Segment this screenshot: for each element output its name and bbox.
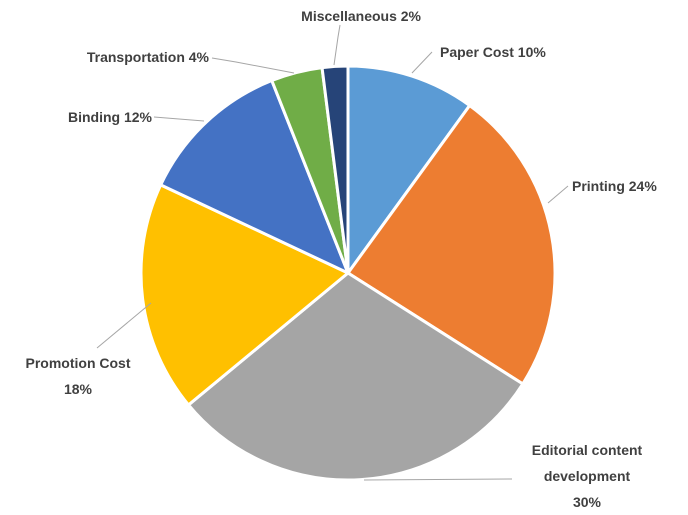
data-label-line: Transportation 4% bbox=[87, 49, 210, 65]
data-label-line: Editorial content bbox=[532, 442, 643, 458]
data-label-line: Binding 12% bbox=[68, 109, 153, 125]
data-label-transportation: Transportation 4% bbox=[87, 49, 210, 65]
data-label-printing: Printing 24% bbox=[572, 178, 657, 194]
data-label-line: Printing 24% bbox=[572, 178, 657, 194]
data-labels-layer: Paper Cost 10% Printing 24% Editorial cont… bbox=[26, 8, 658, 510]
leader-line-paper-cost bbox=[411, 51, 433, 74]
slices-layer bbox=[139, 64, 557, 482]
leader-line-binding bbox=[153, 116, 205, 122]
pie-slice-miscellaneous bbox=[320, 64, 350, 274]
data-label-promotion-cost: Promotion Cost 18% bbox=[26, 355, 131, 397]
leader-lines-layer bbox=[96, 24, 569, 481]
data-label-line: 30% bbox=[573, 494, 602, 510]
pie-slice-editorial-content-development bbox=[186, 271, 525, 482]
leader-line-printing bbox=[547, 185, 569, 204]
leader-line-miscellaneous bbox=[333, 24, 341, 66]
data-label-line: Promotion Cost bbox=[26, 355, 131, 371]
data-label-miscellaneous: Miscellaneous 2% bbox=[301, 8, 421, 24]
data-label-line: 18% bbox=[64, 381, 93, 397]
leader-line-promotion-cost bbox=[96, 302, 152, 349]
data-label-line: Miscellaneous 2% bbox=[301, 8, 421, 24]
data-label-paper-cost: Paper Cost 10% bbox=[440, 44, 546, 60]
pie-slice-paper-cost bbox=[346, 64, 472, 278]
pie-slice-promotion-cost bbox=[139, 182, 351, 408]
pie-slice-binding bbox=[158, 78, 351, 276]
pie-slice-printing bbox=[345, 103, 557, 386]
data-label-binding: Binding 12% bbox=[68, 109, 153, 125]
leader-line-editorial-content-development bbox=[363, 478, 513, 481]
data-label-editorial-content-development: Editorial content development 30% bbox=[532, 442, 643, 510]
data-label-line: Paper Cost 10% bbox=[440, 44, 546, 60]
data-label-line: development bbox=[544, 468, 631, 484]
leader-line-transportation bbox=[211, 57, 295, 74]
